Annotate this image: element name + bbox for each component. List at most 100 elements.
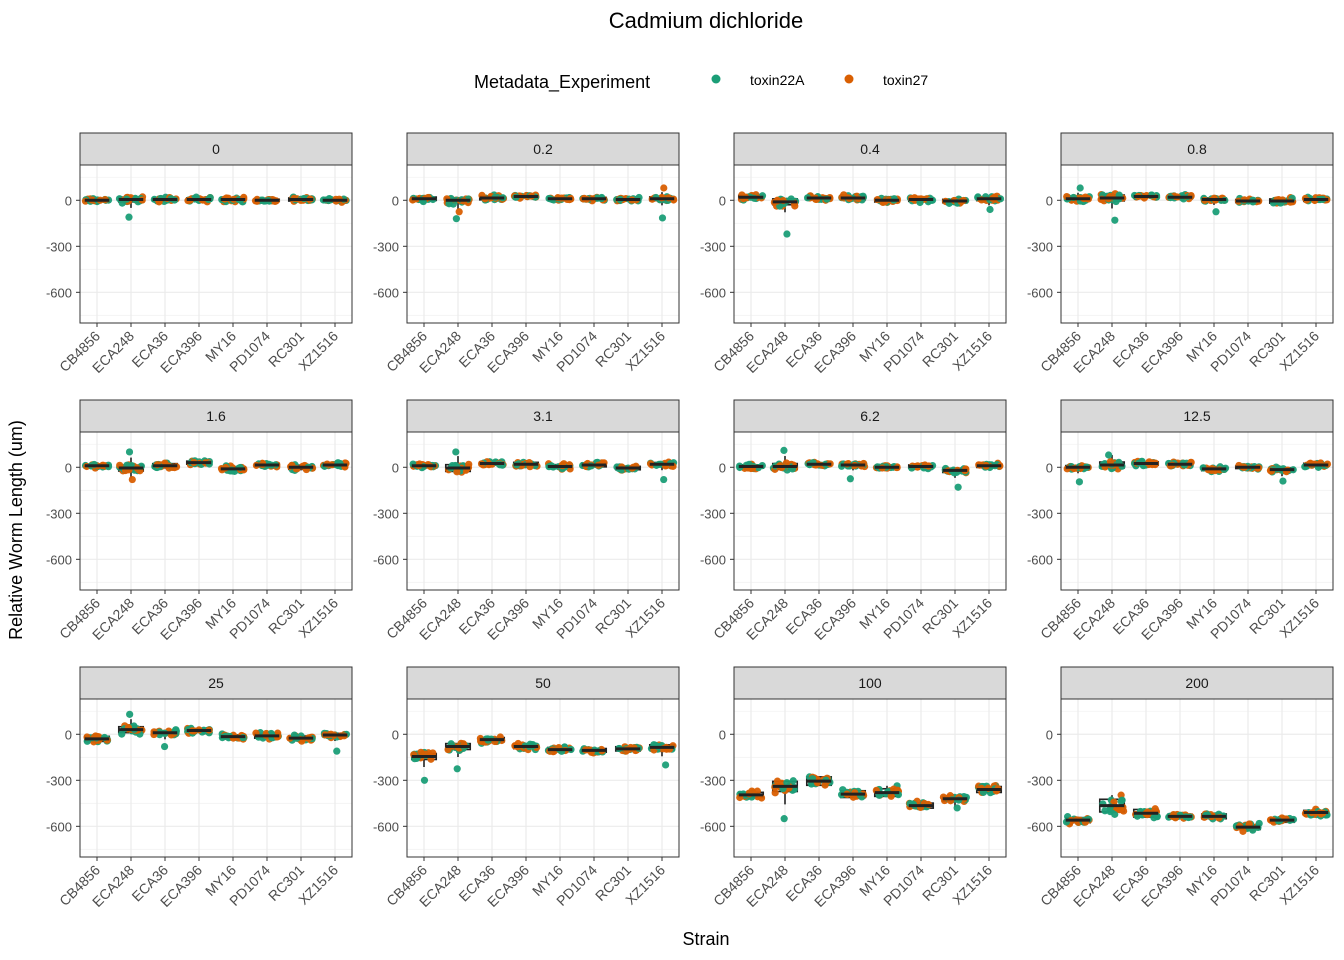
point-XZ1516 [660, 184, 668, 192]
point-XZ1516 [333, 747, 341, 755]
y-tick-label: -300 [1027, 239, 1053, 254]
point-ECA248 [453, 765, 461, 773]
point-ECA248 [1111, 216, 1119, 224]
facet-strip-label: 12.5 [1183, 408, 1210, 424]
y-tick-label: -300 [700, 506, 726, 521]
facet-strip [79, 132, 353, 166]
y-tick-label: -600 [700, 285, 726, 300]
point-ECA248 [1112, 197, 1120, 206]
facet-panel-border [1060, 164, 1334, 324]
facet-panel-bg [407, 699, 679, 857]
facet-0.4: 0.40-300-600CB4856ECA248ECA36ECA396MY16P… [700, 132, 1007, 376]
y-tick-label: -300 [46, 506, 72, 521]
point-ECA248 [780, 446, 788, 455]
y-tick-label: -600 [373, 819, 399, 834]
facet-panel-bg [734, 432, 1006, 590]
facet-panel-bg [80, 165, 352, 323]
facet-panel-bg [80, 699, 352, 857]
legend-label-toxin22A: toxin22A [750, 72, 805, 88]
facet-200: 2000-300-600CB4856ECA248ECA36ECA396MY16P… [1027, 666, 1334, 910]
point-ECA248 [1106, 458, 1115, 466]
y-tick-label: -600 [46, 552, 72, 567]
point-ECA248 [1120, 807, 1128, 815]
point-ECA248 [780, 815, 788, 823]
facet-50: 500-300-600CB4856ECA248ECA36ECA396MY16PD… [373, 666, 680, 910]
point-ECA248 [125, 213, 133, 221]
point-ECA248 [452, 448, 460, 456]
facet-panel-bg [80, 432, 352, 590]
facet-panel-border [406, 164, 680, 324]
y-tick-label: -600 [1027, 285, 1053, 300]
facet-panel-border [1060, 698, 1334, 858]
point-ECA248 [126, 710, 134, 718]
y-tick-label: -600 [700, 819, 726, 834]
point-ECA248 [455, 208, 463, 216]
point-CB4856 [420, 776, 429, 784]
y-tick-label: 0 [65, 193, 72, 208]
facet-strip-label: 3.1 [533, 408, 553, 424]
y-tick-label: 0 [392, 460, 399, 475]
y-tick-label: -600 [373, 552, 399, 567]
y-tick-label: -300 [1027, 773, 1053, 788]
y-tick-label: -300 [700, 773, 726, 788]
point-ECA36 [821, 781, 829, 789]
facet-strip [406, 399, 680, 433]
y-tick-label: -300 [1027, 506, 1053, 521]
facet-strip [1060, 399, 1334, 433]
facet-25: 250-300-600CB4856ECA248ECA36ECA396MY16PD… [46, 666, 353, 910]
point-XZ1516 [662, 761, 670, 769]
facet-panel-bg [1061, 432, 1333, 590]
point-MY16 [887, 792, 895, 800]
facet-0.8: 0.80-300-600CB4856ECA248ECA36ECA396MY16P… [1027, 132, 1334, 376]
facet-strip [406, 666, 680, 700]
y-tick-label: 0 [392, 727, 399, 742]
y-tick-label: 0 [719, 193, 726, 208]
point-ECA248 [771, 789, 779, 797]
y-tick-label: 0 [65, 727, 72, 742]
facet-panel-border [406, 698, 680, 858]
y-tick-label: -600 [46, 819, 72, 834]
point-XZ1516 [658, 214, 667, 222]
y-tick-label: -600 [700, 552, 726, 567]
point-CB4856 [417, 748, 425, 756]
facet-panel-border [733, 698, 1007, 858]
legend: Metadata_Experiment toxin22A toxin27 [474, 72, 928, 93]
point-RC301 [1279, 477, 1287, 485]
point-CB4856 [1076, 184, 1084, 192]
facet-strip-label: 0.2 [533, 141, 553, 157]
y-tick-label: -300 [46, 773, 72, 788]
y-tick-label: 0 [1046, 460, 1053, 475]
facet-0: 00-300-600CB4856ECA248ECA36ECA396MY16PD1… [46, 132, 353, 376]
y-tick-label: 0 [719, 460, 726, 475]
facet-panel-border [733, 164, 1007, 324]
point-ECA248 [1117, 797, 1125, 805]
facet-strip [733, 132, 1007, 166]
facet-1.6: 1.60-300-600CB4856ECA248ECA36ECA396MY16P… [46, 399, 353, 643]
legend-marker-toxin27 [844, 74, 854, 84]
facet-strip [733, 399, 1007, 433]
facet-strip [406, 132, 680, 166]
y-axis-label: Relative Worm Length (um) [6, 420, 26, 640]
facet-panel-bg [407, 165, 679, 323]
point-XZ1516 [660, 475, 668, 484]
facet-strip-label: 25 [208, 675, 224, 691]
point-MY16 [1212, 208, 1220, 216]
facet-panel-bg [734, 165, 1006, 323]
y-tick-label: -300 [373, 239, 399, 254]
chart-title: Cadmium dichloride [609, 8, 803, 33]
point-ECA248 [789, 777, 797, 785]
y-tick-label: -300 [46, 239, 72, 254]
facet-strip-label: 1.6 [206, 408, 226, 424]
point-ECA248 [783, 230, 791, 238]
point-CB4856 [1075, 478, 1084, 486]
facet-panel-border [79, 698, 353, 858]
facet-100: 1000-300-600CB4856ECA248ECA36ECA396MY16P… [700, 666, 1007, 910]
point-ECA36 [160, 742, 169, 751]
y-tick-label: -300 [373, 773, 399, 788]
point-ECA248 [125, 448, 134, 456]
y-tick-label: 0 [1046, 727, 1053, 742]
y-tick-label: -600 [1027, 552, 1053, 567]
point-ECA248 [453, 468, 461, 476]
facet-panel-bg [734, 699, 1006, 857]
